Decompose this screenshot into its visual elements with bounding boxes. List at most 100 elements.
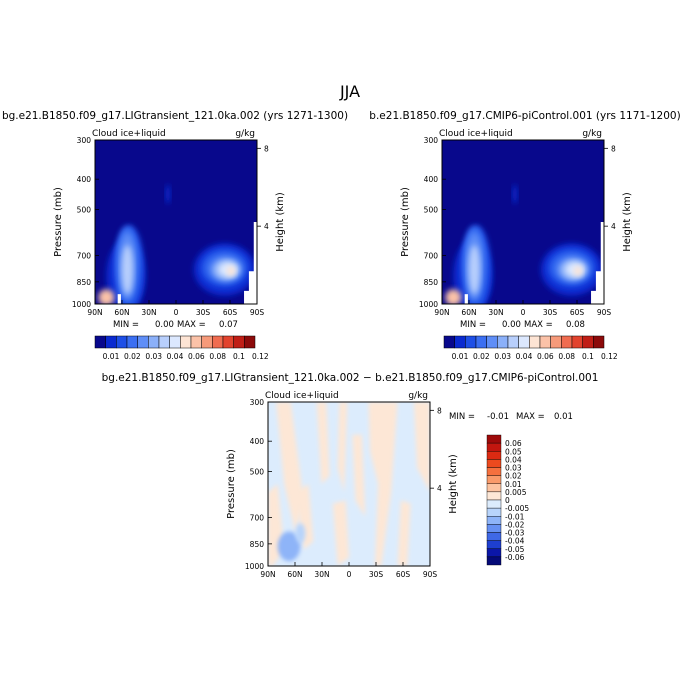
units-label: g/kg [582, 129, 602, 139]
panel-title: bg.e21.B1850.f09_g17.LIGtransient_121.0k… [2, 110, 348, 122]
colorbar-label: -0.05 [505, 545, 525, 554]
x-tick-label: 60N [287, 570, 302, 579]
y-tick-label: 700 [77, 251, 92, 260]
colorbar-swatch [486, 451, 502, 460]
colorbar-swatch [105, 335, 117, 349]
colorbar-label: -0.06 [505, 553, 525, 562]
colorbar-swatch [212, 335, 224, 349]
x-tick-label: 60S [223, 308, 238, 317]
colorbar-label: -0.04 [505, 537, 525, 546]
contour-region [121, 244, 134, 295]
colorbar-label: 0.01 [103, 352, 120, 361]
colorbar-label: 0 [505, 496, 510, 505]
colorbar-swatch [486, 524, 502, 533]
y2-tick-label: 8 [264, 144, 269, 153]
colorbar-swatch [486, 459, 502, 468]
colorbar-swatch [507, 335, 519, 349]
x-tick-label: 60N [461, 308, 476, 317]
colorbar-swatch [486, 540, 502, 549]
colorbar-swatch [244, 335, 256, 349]
colorbar-swatch [486, 335, 498, 349]
x-tick-label: 30N [141, 308, 156, 317]
contour-region [295, 523, 306, 544]
contour-field [268, 402, 430, 566]
max-label: MAX = [177, 320, 206, 330]
colorbar-label: 0.08 [558, 352, 575, 361]
max-value: 0.07 [219, 320, 238, 330]
colorbar-swatch [486, 556, 502, 566]
x-tick-label: 0 [521, 308, 526, 317]
x-tick-label: 90N [87, 308, 102, 317]
colorbar-swatch [497, 335, 509, 349]
colorbar-swatch [550, 335, 562, 349]
colorbar-label: 0.01 [505, 480, 522, 489]
colorbar-swatch [126, 335, 138, 349]
field-label: Cloud ice+liquid [265, 391, 339, 401]
contour-region [98, 289, 115, 304]
colorbar-swatch [582, 335, 594, 349]
contour-region [574, 266, 583, 277]
colorbar-swatch [475, 335, 487, 349]
contour-region [368, 402, 398, 566]
colorbar-label: 0.08 [209, 352, 226, 361]
y-tick-label: 300 [424, 136, 439, 145]
contour-region [445, 289, 462, 304]
y2-tick-label: 4 [611, 222, 616, 231]
y-tick-label: 1000 [72, 300, 91, 309]
contour-region [316, 402, 330, 484]
colorbar-swatch [233, 335, 245, 349]
x-tick-label: 90S [597, 308, 612, 317]
y2-tick-label: 4 [264, 222, 269, 231]
x-tick-label: 90S [423, 570, 438, 579]
colorbar-swatch [190, 335, 202, 349]
max-value: 0.01 [554, 412, 573, 422]
colorbar-label: -0.01 [505, 512, 525, 521]
x-tick-label: 30S [196, 308, 211, 317]
contour-region [165, 184, 171, 204]
min-value: 0.00 [502, 320, 521, 330]
units-label: g/kg [408, 391, 428, 401]
colorbar-swatch [465, 335, 477, 349]
colorbar-swatch [486, 483, 502, 493]
colorbar-label: 0.12 [601, 352, 618, 361]
colorbar-label: 0.02 [473, 352, 490, 361]
y2-axis-label: Height (km) [448, 454, 459, 514]
x-tick-label: 30N [314, 570, 329, 579]
colorbar-swatch [486, 499, 502, 509]
x-tick-label: 30S [369, 570, 384, 579]
x-tick-label: 60S [570, 308, 585, 317]
colorbar-label: 0.005 [505, 488, 527, 497]
colorbar-label: 0.1 [233, 352, 245, 361]
colorbar-swatch [486, 467, 502, 476]
y2-tick-label: 8 [437, 406, 442, 415]
min-value: -0.01 [487, 412, 509, 422]
y-tick-label: 500 [424, 206, 439, 215]
y-tick-label: 400 [77, 175, 92, 184]
colorbar-swatch [486, 548, 502, 558]
colorbar-swatch [116, 335, 128, 349]
y-tick-label: 1000 [419, 300, 438, 309]
colorbar-label: 0.06 [537, 352, 554, 361]
colorbar-label: 0.01 [452, 352, 469, 361]
colorbar-swatch [486, 434, 502, 444]
y-tick-label: 500 [250, 468, 265, 477]
x-tick-label: 30N [488, 308, 503, 317]
y-axis-label: Pressure (mb) [53, 187, 64, 257]
field-label: Cloud ice+liquid [439, 129, 513, 139]
colorbar-swatch [571, 335, 583, 349]
min-label: MIN = [460, 320, 486, 330]
panel-2: b.e21.B1850.f09_g17.CMIP6-piControl.001 … [369, 110, 680, 361]
y-axis-label: Pressure (mb) [226, 449, 237, 519]
contour-region [277, 531, 301, 562]
max-value: 0.08 [566, 320, 585, 330]
colorbar-label: -0.03 [505, 529, 525, 538]
x-tick-label: 90N [260, 570, 275, 579]
y2-axis-label: Height (km) [622, 192, 633, 252]
colorbar-swatch [529, 335, 541, 349]
colorbar-swatch [454, 335, 466, 349]
terrain-mask [244, 222, 257, 304]
min-value: 0.00 [155, 320, 174, 330]
x-tick-label: 30S [543, 308, 558, 317]
colorbar-swatch [486, 442, 502, 452]
